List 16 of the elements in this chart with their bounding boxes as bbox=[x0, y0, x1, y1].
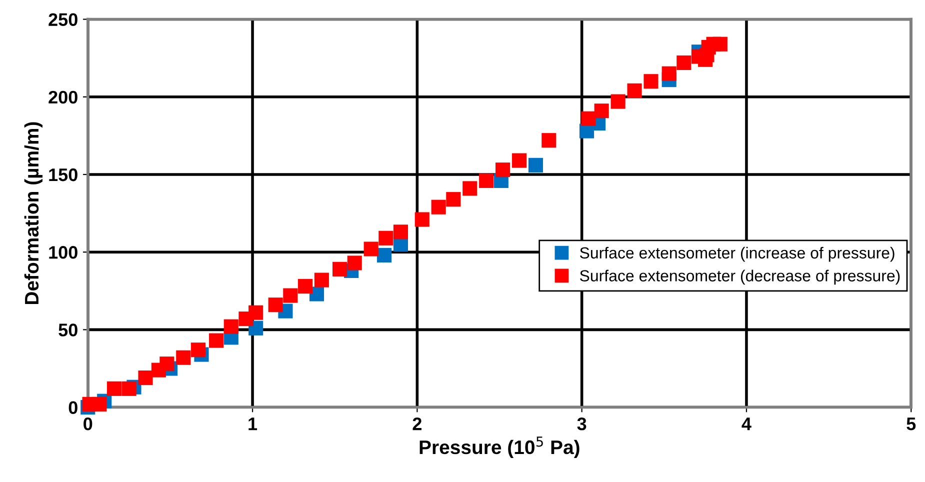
y-tick-label: 0 bbox=[68, 401, 78, 414]
x-tick-label: 2 bbox=[412, 417, 422, 430]
y-tick-label: 250 bbox=[48, 13, 78, 26]
x-tick-label: 0 bbox=[84, 417, 92, 430]
x-tick-label: 1 bbox=[248, 418, 258, 430]
x-tick-label: 4 bbox=[742, 418, 752, 430]
y-axis-title: Deformation (µm/m) bbox=[24, 122, 42, 304]
x-tick-label: 5 bbox=[906, 418, 916, 430]
legend-label: Surface extensometer (decrease of pressure) bbox=[580, 270, 900, 285]
y-tick-label: 150 bbox=[49, 168, 78, 182]
x-axis-title: Pressure (10$^{5}$ Pa) bbox=[420, 436, 580, 458]
y-tick-label: 200 bbox=[48, 90, 78, 104]
y-tick-label: 100 bbox=[49, 246, 78, 259]
legend-label: Surface extensometer (increase of pressure) bbox=[580, 246, 894, 262]
y-tick-label: 50 bbox=[58, 324, 78, 336]
x-tick-label: 3 bbox=[577, 417, 586, 430]
